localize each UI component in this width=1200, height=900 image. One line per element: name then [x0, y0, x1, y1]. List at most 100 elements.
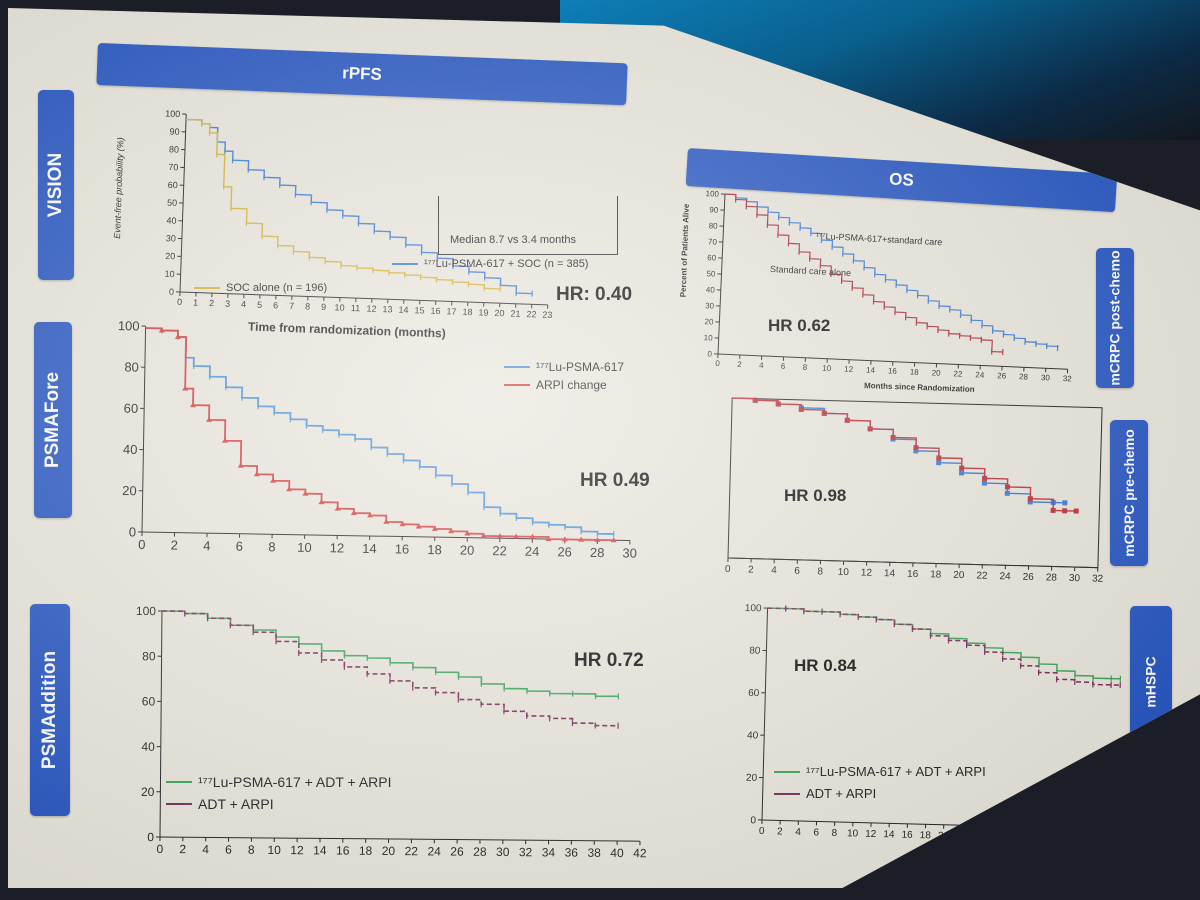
- os_post-plot: 0 2 4 6 8 10 12 14 16 18 20 22 24 26 28 30 3201020304050…: [704, 189, 1073, 383]
- x-tick-label: 14: [884, 568, 896, 579]
- x-tick-label: 28: [590, 545, 605, 560]
- y-axis: [159, 611, 163, 838]
- x-tick-label: 4: [771, 565, 777, 576]
- x-tick-label: 20: [953, 570, 965, 581]
- x-tick-label: 2: [737, 360, 742, 369]
- y-tick-label: 100: [136, 604, 156, 618]
- censor-mark: [867, 426, 873, 432]
- x-tick-label: 8: [817, 566, 823, 577]
- legend-swatch: [166, 803, 192, 805]
- legend-swatch: [504, 384, 530, 386]
- x-tick-label: 18: [462, 307, 472, 317]
- y-tick-label: 0: [169, 287, 174, 297]
- y-tick-label: 40: [706, 285, 716, 294]
- x-tick-label: 12: [290, 843, 304, 857]
- x-tick-label: 0: [715, 359, 720, 368]
- censor-mark: [981, 480, 987, 486]
- series-line-1: [724, 193, 1003, 353]
- psmaddition-label: PSMAddition: [30, 604, 70, 816]
- x-tick-label: 13: [382, 304, 392, 314]
- legend-swatch: [774, 792, 800, 795]
- legend-swatch: [504, 366, 530, 368]
- censor-mark: [913, 445, 919, 451]
- x-tick-label: 26: [1023, 572, 1035, 583]
- x-tick-label: 15: [414, 305, 424, 315]
- censor-mark: [529, 533, 536, 539]
- x-tick-label: 32: [519, 845, 533, 858]
- x-tick-label: 24: [427, 844, 441, 858]
- censor-mark: [237, 462, 244, 468]
- x-tick-label: 20: [460, 543, 475, 558]
- censor-mark: [844, 417, 850, 423]
- x-tick-label: 9: [321, 302, 326, 312]
- series-line-1: [161, 610, 619, 727]
- censor-mark: [958, 470, 965, 476]
- censor-mark: [578, 536, 585, 542]
- censor-mark: [594, 536, 601, 543]
- censor-mark: [936, 455, 942, 461]
- vision-label: VISION: [38, 90, 74, 280]
- vision-median-text: Median 8.7 vs 3.4 months: [450, 234, 576, 246]
- censor-mark: [1004, 484, 1011, 490]
- x-tick-label: 20: [938, 831, 950, 842]
- hr-os-post: HR 0.62: [768, 316, 831, 335]
- legend-swatch: [392, 263, 418, 265]
- x-tick-label: 28: [1046, 572, 1058, 583]
- x-tick-label: 11: [351, 303, 361, 313]
- x-tick-label: 10: [267, 843, 281, 857]
- vision_rpfs-plot: 0 1 2 3 4 5 6 7 8 9 10 11 12 13 14 15 16 17 18 19 20 21 22 2301…: [164, 109, 552, 320]
- censor-mark: [158, 327, 165, 333]
- y-tick-label: 20: [746, 773, 758, 784]
- x-axis: [159, 836, 640, 842]
- censor-mark: [1050, 507, 1056, 514]
- x-tick-label: 0: [759, 826, 765, 837]
- x-tick-label: 18: [427, 542, 442, 557]
- x-tick-label: 1: [193, 297, 198, 307]
- psmaddition-legend-lu: ¹⁷⁷Lu-PSMA-617 + ADT + ARPI: [166, 774, 392, 790]
- censor-mark: [561, 536, 568, 542]
- x-tick-label: 14: [362, 541, 377, 556]
- legend-swatch: [166, 781, 192, 783]
- y-tick-label: 40: [747, 730, 759, 741]
- x-tick-label: 8: [248, 843, 255, 857]
- censor-mark: [1062, 508, 1068, 514]
- vision-legend-soc: SOC alone (n = 196): [194, 282, 327, 294]
- x-tick-label: 23: [542, 310, 552, 320]
- x-tick-label: 42: [1138, 836, 1150, 847]
- censor-mark: [545, 536, 552, 542]
- legend-swatch: [774, 770, 800, 773]
- x-tick-label: 26: [557, 544, 572, 559]
- y-tick-label: 40: [166, 215, 176, 225]
- psmaddition-legend-adt: ADT + ARPI: [166, 796, 274, 812]
- censor-mark: [399, 521, 406, 527]
- mhspc-plot: 0 2 4 6 8 10 12 14 16 18 20 22 24 26 28 30 32 34 36 38 40 42 4…: [745, 603, 1168, 848]
- y-axis: [717, 194, 726, 355]
- y-tick-label: 100: [165, 109, 180, 120]
- hr-os-pre: HR 0.98: [784, 486, 847, 505]
- hr-vision: HR: 0.40: [556, 284, 633, 305]
- censor-mark: [221, 437, 228, 443]
- censor-mark: [448, 528, 455, 534]
- y-tick-label: 30: [705, 301, 715, 310]
- y-tick-label: 60: [748, 688, 760, 699]
- censor-mark: [959, 465, 965, 471]
- x-tick-label: 28: [1010, 833, 1022, 844]
- x-tick-label: 10: [838, 567, 850, 578]
- y-tick-label: 60: [707, 253, 717, 262]
- y-tick-label: 0: [129, 524, 136, 539]
- censor-mark: [464, 530, 471, 536]
- mcrpc-pre-label: mCRPC pre-chemo: [1110, 420, 1148, 566]
- y-tick-label: 0: [147, 830, 154, 844]
- y-axis: [141, 326, 147, 533]
- x-tick-label: 14: [866, 365, 876, 374]
- x-tick-label: 22: [956, 831, 968, 842]
- x-tick-label: 2: [179, 842, 186, 856]
- censor-mark: [367, 512, 374, 518]
- x-tick-label: 22: [405, 844, 419, 858]
- x-tick-label: 16: [907, 569, 919, 580]
- x-tick-label: 14: [313, 843, 327, 857]
- x-tick-label: 40: [610, 846, 624, 858]
- x-tick-label: 44: [1156, 836, 1168, 847]
- series-line-1: [145, 327, 614, 542]
- x-axis: [761, 819, 1162, 831]
